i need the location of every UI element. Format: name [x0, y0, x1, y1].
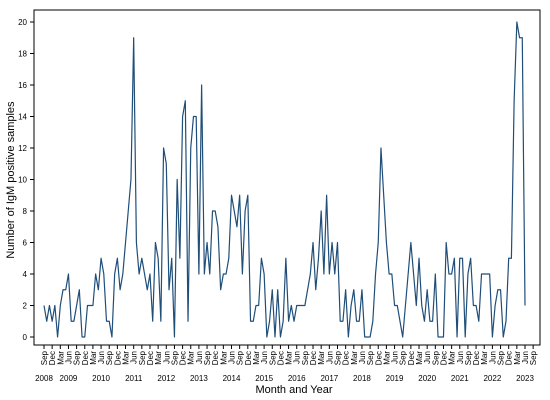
plot-frame — [33, 9, 541, 346]
x-month-label: Jun — [195, 351, 204, 364]
x-month-label: Sep — [399, 350, 408, 365]
x-month-label: Sep — [236, 350, 245, 365]
x-year-label: 2020 — [418, 374, 436, 383]
x-year-label: 2010 — [92, 374, 110, 383]
x-year-label: 2022 — [483, 374, 501, 383]
x-month-label: Mar — [448, 351, 457, 365]
y-tick-label: 0 — [23, 333, 28, 342]
x-month-label: Sep — [366, 350, 375, 365]
x-year-label: 2008 — [35, 374, 53, 383]
y-tick-label: 8 — [23, 207, 28, 216]
x-month-label: Dec — [309, 351, 318, 365]
plot-border — [33, 9, 541, 346]
x-month-label: Dec — [211, 351, 220, 365]
x-month-label: Sep — [497, 350, 506, 365]
x-month-label: Dec — [439, 351, 448, 365]
x-month-label: Jun — [64, 351, 73, 364]
x-month-label: Mar — [187, 351, 196, 365]
x-year-label: 2011 — [125, 374, 143, 383]
x-month-label: Jun — [130, 351, 139, 364]
y-tick-label: 14 — [18, 113, 27, 122]
x-month-label: Dec — [276, 351, 285, 365]
x-month-label: Jun — [488, 351, 497, 364]
x-month-label: Dec — [48, 351, 57, 365]
x-year-label: 2009 — [60, 374, 78, 383]
x-month-label: Mar — [89, 351, 98, 365]
x-month-label: Jun — [456, 351, 465, 364]
y-tick-label: 4 — [23, 270, 28, 279]
x-month-label: Sep — [40, 350, 49, 365]
x-month-label: Mar — [219, 351, 228, 365]
x-month-label: Jun — [325, 351, 334, 364]
x-month-label: Dec — [113, 351, 122, 365]
x-year-label: 2021 — [451, 374, 469, 383]
y-tick-label: 12 — [18, 144, 27, 153]
series-layer — [43, 21, 526, 338]
x-month-label: Mar — [122, 351, 131, 365]
x-month-label: Sep — [203, 350, 212, 365]
y-tick-label: 20 — [18, 18, 27, 27]
x-month-label: Sep — [301, 350, 310, 365]
x-axis: Sep Dec Mar Jun Sep Dec Mar Jun Sep Dec Mar Jun Sep D… — [35, 345, 538, 383]
x-month-label: Mar — [317, 351, 326, 365]
x-month-label: Sep — [464, 350, 473, 365]
x-month-label: Jun — [228, 351, 237, 364]
x-month-label: Jun — [423, 351, 432, 364]
x-month-label: Mar — [350, 351, 359, 365]
x-month-label: Jun — [391, 351, 400, 364]
x-month-label: Sep — [431, 350, 440, 365]
x-month-label: Sep — [333, 350, 342, 365]
x-month-label: Jun — [162, 351, 171, 364]
y-axis-title: Number of IgM positive samples — [5, 101, 17, 259]
x-month-label: Mar — [285, 351, 294, 365]
x-month-label: Dec — [81, 351, 90, 365]
series-line — [43, 21, 526, 338]
x-month-label: Jun — [521, 351, 530, 364]
y-tick-label: 2 — [23, 302, 28, 311]
x-month-label: Mar — [56, 351, 65, 365]
x-month-label: Jun — [358, 351, 367, 364]
x-month-label: Sep — [138, 350, 147, 365]
y-tick-label: 16 — [18, 81, 27, 90]
x-year-label: 2017 — [320, 374, 338, 383]
x-month-label: Mar — [415, 351, 424, 365]
x-month-label: Dec — [374, 351, 383, 365]
x-month-label: Mar — [382, 351, 391, 365]
x-month-label: Jun — [97, 351, 106, 364]
x-month-label: Dec — [472, 351, 481, 365]
y-tick-label: 10 — [18, 176, 27, 185]
x-year-label: 2016 — [288, 374, 306, 383]
y-tick-label: 6 — [23, 239, 28, 248]
x-month-label: Dec — [146, 351, 155, 365]
x-month-label: Sep — [268, 350, 277, 365]
x-month-label: Dec — [179, 351, 188, 365]
x-year-label: 2018 — [353, 374, 371, 383]
x-month-label: Jun — [293, 351, 302, 364]
x-month-label: Sep — [73, 350, 82, 365]
x-month-label: Mar — [480, 351, 489, 365]
x-month-label: Dec — [505, 351, 514, 365]
x-year-label: 2023 — [516, 374, 534, 383]
x-month-label: Sep — [170, 350, 179, 365]
x-month-label: Dec — [407, 351, 416, 365]
x-month-label: Dec — [342, 351, 351, 365]
x-axis-title: Month and Year — [255, 384, 332, 396]
x-month-label: Mar — [513, 351, 522, 365]
y-tick-label: 18 — [18, 50, 27, 59]
x-year-label: 2013 — [190, 374, 208, 383]
y-axis: 0 2 4 6 8 10 12 14 16 18 20 — [18, 18, 34, 342]
x-month-label: Jun — [260, 351, 269, 364]
x-month-label: Sep — [529, 350, 538, 365]
x-month-label: Sep — [105, 350, 114, 365]
x-year-label: 2012 — [157, 374, 175, 383]
x-month-label: Mar — [252, 351, 261, 365]
x-year-label: 2015 — [255, 374, 273, 383]
x-year-label: 2019 — [386, 374, 404, 383]
x-month-label: Dec — [244, 351, 253, 365]
x-month-label: Mar — [154, 351, 163, 365]
x-year-label: 2014 — [223, 374, 241, 383]
